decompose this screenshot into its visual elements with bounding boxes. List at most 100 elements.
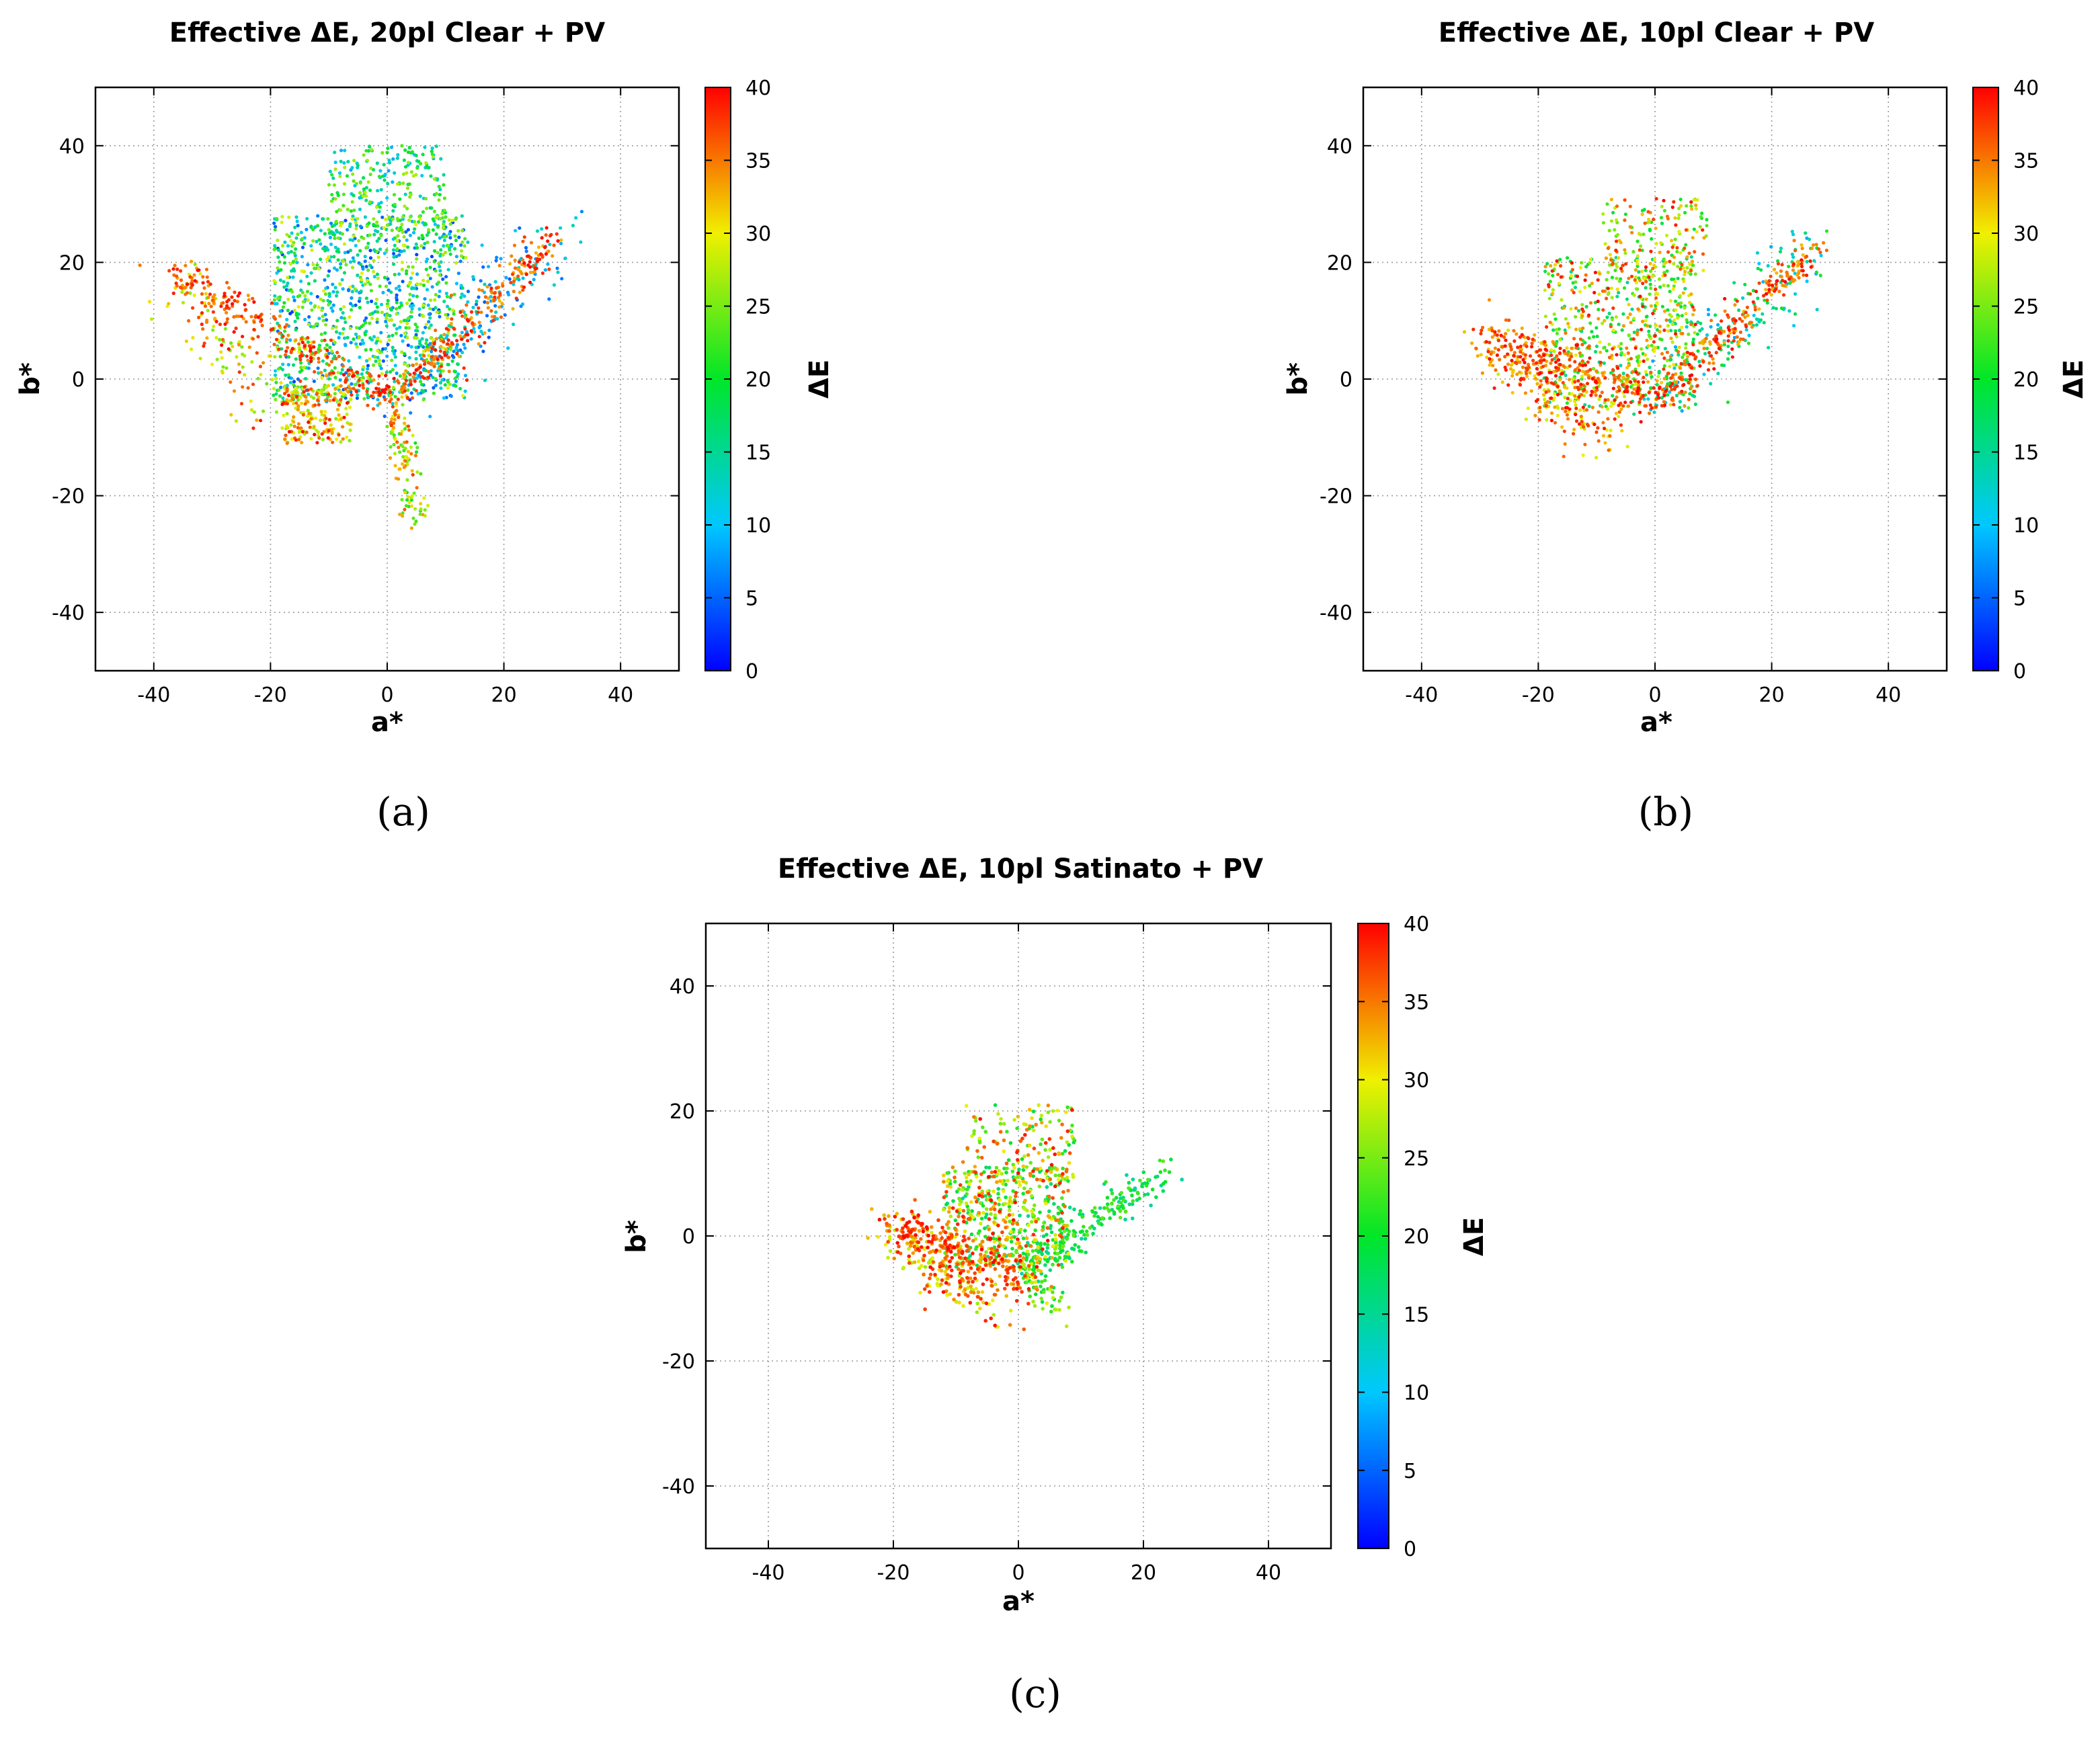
scatter-point bbox=[430, 347, 434, 350]
scatter-point bbox=[284, 354, 287, 357]
scatter-point bbox=[1705, 347, 1709, 350]
scatter-point bbox=[425, 323, 428, 326]
scatter-point bbox=[1549, 397, 1553, 400]
colorbar-tick-label: 20 bbox=[2013, 368, 2039, 392]
scatter-point bbox=[1612, 374, 1615, 377]
scatter-point bbox=[1692, 353, 1695, 356]
scatter-point bbox=[279, 268, 282, 272]
scatter-point bbox=[396, 247, 399, 251]
scatter-point bbox=[193, 274, 196, 277]
scatter-point bbox=[352, 194, 355, 197]
scatter-point bbox=[1479, 332, 1482, 335]
scatter-point bbox=[1775, 279, 1779, 282]
scatter-point bbox=[438, 274, 442, 277]
scatter-point bbox=[1506, 362, 1510, 366]
scatter-point bbox=[522, 276, 525, 280]
scatter-point bbox=[368, 200, 372, 204]
scatter-point bbox=[992, 1313, 996, 1317]
scatter-point bbox=[1142, 1170, 1146, 1174]
scatter-point bbox=[200, 311, 204, 315]
scatter-point bbox=[1671, 323, 1674, 326]
scatter-point bbox=[226, 317, 229, 321]
scatter-point bbox=[1611, 276, 1614, 279]
scatter-point bbox=[1698, 341, 1701, 345]
scatter-point bbox=[283, 261, 286, 265]
scatter-point bbox=[443, 239, 446, 242]
scatter-point bbox=[1528, 371, 1531, 374]
scatter-point bbox=[1709, 382, 1712, 385]
scatter-point bbox=[1608, 312, 1611, 315]
scatter-point bbox=[1660, 216, 1663, 219]
scatter-point bbox=[391, 368, 395, 372]
scatter-point bbox=[1818, 251, 1822, 254]
scatter-point bbox=[432, 155, 435, 159]
scatter-point bbox=[1714, 335, 1718, 338]
scatter-point bbox=[1684, 342, 1687, 345]
scatter-point bbox=[345, 436, 348, 439]
scatter-point bbox=[953, 1180, 957, 1184]
scatter-point bbox=[1610, 198, 1613, 201]
scatter-point bbox=[401, 280, 405, 283]
x-tick-label: 20 bbox=[1759, 684, 1785, 707]
scatter-point bbox=[1670, 315, 1673, 318]
scatter-point bbox=[409, 411, 412, 415]
scatter-point bbox=[1658, 325, 1662, 328]
scatter-point bbox=[297, 305, 300, 308]
scatter-point bbox=[339, 208, 342, 212]
scatter-point bbox=[1677, 350, 1680, 354]
scatter-point bbox=[207, 302, 210, 305]
scatter-point bbox=[404, 165, 407, 169]
scatter-point bbox=[362, 323, 365, 327]
scatter-point bbox=[1648, 391, 1651, 395]
scatter-point bbox=[1727, 351, 1730, 355]
panel-a-caption: (a) bbox=[376, 789, 430, 835]
scatter-point bbox=[1806, 260, 1809, 263]
scatter-point bbox=[1033, 1238, 1037, 1242]
scatter-point bbox=[1609, 325, 1613, 328]
scatter-point bbox=[309, 349, 312, 352]
scatter-point bbox=[323, 339, 327, 342]
scatter-point bbox=[1497, 348, 1500, 351]
scatter-point bbox=[1702, 372, 1705, 376]
scatter-point bbox=[365, 265, 368, 268]
scatter-point bbox=[415, 486, 419, 489]
scatter-point bbox=[559, 242, 563, 245]
scatter-point bbox=[297, 342, 300, 345]
scatter-point bbox=[1538, 406, 1541, 409]
scatter-point bbox=[335, 249, 339, 253]
scatter-point bbox=[1635, 287, 1638, 290]
scatter-point bbox=[995, 1166, 999, 1170]
scatter-point bbox=[1664, 347, 1667, 350]
scatter-point bbox=[313, 267, 316, 270]
scatter-point bbox=[1038, 1185, 1042, 1189]
scatter-point bbox=[1627, 277, 1630, 280]
scatter-point bbox=[290, 250, 293, 253]
scatter-point bbox=[1038, 1210, 1042, 1214]
scatter-point bbox=[1159, 1170, 1163, 1174]
scatter-point bbox=[299, 280, 302, 283]
scatter-point bbox=[975, 1175, 979, 1179]
scatter-point bbox=[1515, 372, 1519, 376]
scatter-point bbox=[1611, 261, 1615, 265]
scatter-point bbox=[1054, 1308, 1058, 1312]
scatter-point bbox=[1687, 251, 1691, 255]
scatter-point bbox=[446, 331, 450, 335]
scatter-point bbox=[197, 268, 200, 272]
scatter-point bbox=[1022, 1122, 1026, 1126]
scatter-point bbox=[1146, 1192, 1150, 1196]
scatter-point bbox=[1741, 296, 1744, 300]
scatter-point bbox=[1748, 321, 1752, 324]
scatter-point bbox=[233, 290, 236, 294]
scatter-point bbox=[1800, 258, 1803, 261]
scatter-point bbox=[419, 194, 422, 198]
scatter-point bbox=[1566, 401, 1569, 405]
scatter-point bbox=[446, 244, 450, 247]
scatter-point bbox=[443, 351, 446, 354]
scatter-point bbox=[375, 220, 378, 224]
scatter-point bbox=[462, 244, 466, 247]
scatter-point bbox=[429, 298, 432, 302]
scatter-point bbox=[373, 275, 376, 278]
scatter-point bbox=[433, 365, 436, 368]
scatter-point bbox=[1619, 364, 1622, 367]
scatter-point bbox=[395, 440, 399, 444]
